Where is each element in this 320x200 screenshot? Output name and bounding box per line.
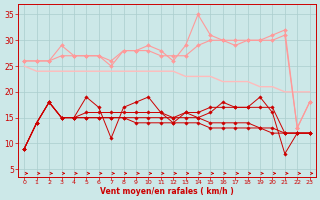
- X-axis label: Vent moyen/en rafales ( km/h ): Vent moyen/en rafales ( km/h ): [100, 187, 234, 196]
